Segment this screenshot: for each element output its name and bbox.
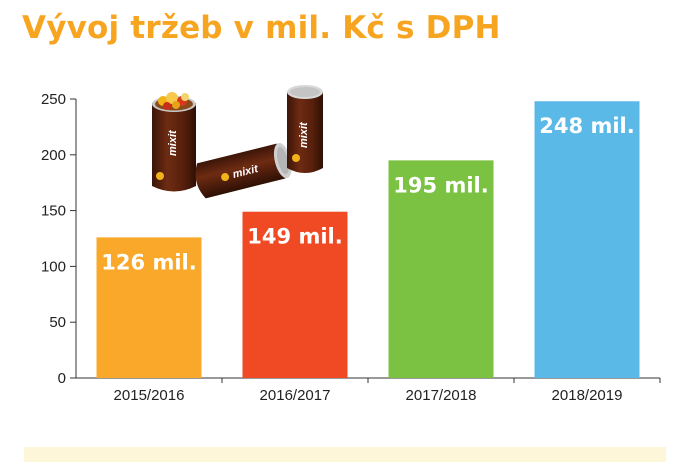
lying-can-icon: mixit (195, 142, 292, 199)
data-label: 195 mil. (393, 173, 488, 197)
mixit-cans-illustration: mixit mixit mixit (152, 85, 323, 199)
data-label: 126 mil. (101, 250, 196, 274)
y-tick-label: 100 (41, 258, 66, 275)
standing-can-icon: mixit (287, 85, 323, 173)
open-can-with-mix-icon: mixit (152, 92, 196, 192)
y-tick-label: 200 (41, 147, 66, 164)
footer-strip (24, 447, 666, 462)
bar-2017-2018 (388, 160, 494, 378)
x-tick-label: 2017/2018 (406, 387, 477, 404)
y-tick-label: 150 (41, 203, 66, 220)
x-tick-label: 2016/2017 (260, 387, 331, 404)
y-tick-label: 0 (58, 370, 66, 387)
chart-title: Vývoj tržeb v mil. Kč s DPH (22, 10, 501, 46)
x-tick-label: 2015/2016 (114, 387, 185, 404)
bar-2016-2017 (242, 211, 348, 378)
can-brand-text-1: mixit (167, 129, 179, 156)
x-tick-label: 2018/2019 (552, 387, 623, 404)
data-label: 248 mil. (539, 114, 634, 138)
y-tick-label: 250 (41, 91, 66, 108)
bar-2018-2019 (534, 101, 640, 379)
y-tick-label: 50 (49, 314, 66, 331)
bar-2015-2016 (96, 237, 202, 378)
can-brand-text-3: mixit (298, 121, 310, 148)
data-label: 149 mil. (247, 225, 342, 249)
